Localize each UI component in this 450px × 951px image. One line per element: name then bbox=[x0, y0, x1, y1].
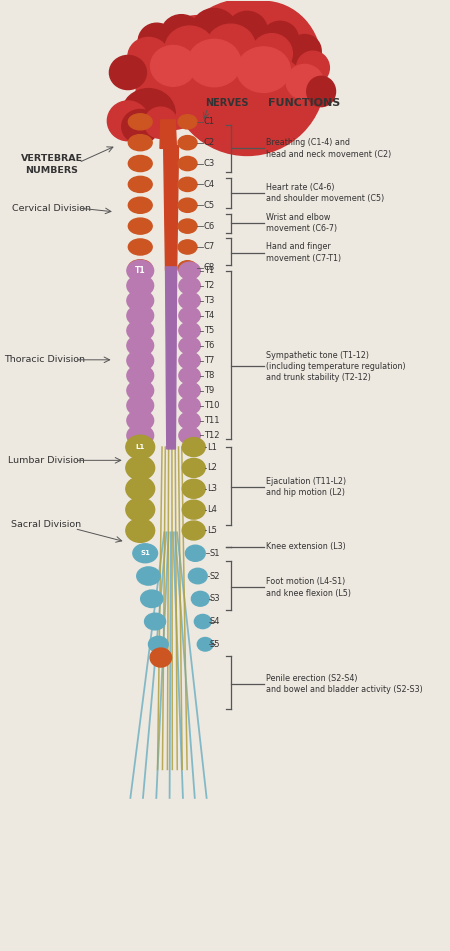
Ellipse shape bbox=[251, 33, 292, 73]
Ellipse shape bbox=[126, 518, 155, 542]
Ellipse shape bbox=[127, 305, 153, 326]
Ellipse shape bbox=[127, 335, 153, 356]
Ellipse shape bbox=[178, 115, 197, 129]
Ellipse shape bbox=[127, 275, 153, 296]
Ellipse shape bbox=[109, 55, 146, 89]
Ellipse shape bbox=[141, 590, 163, 608]
Ellipse shape bbox=[194, 614, 211, 629]
Ellipse shape bbox=[191, 592, 209, 606]
Ellipse shape bbox=[128, 176, 152, 192]
Polygon shape bbox=[160, 120, 176, 148]
Text: T7: T7 bbox=[203, 356, 214, 365]
Text: T12: T12 bbox=[203, 431, 219, 440]
Ellipse shape bbox=[144, 613, 166, 630]
Text: C5: C5 bbox=[203, 201, 215, 210]
Text: L5: L5 bbox=[207, 526, 217, 535]
Text: S3: S3 bbox=[210, 594, 220, 603]
Ellipse shape bbox=[197, 637, 213, 651]
Ellipse shape bbox=[237, 47, 290, 92]
Ellipse shape bbox=[206, 1, 321, 125]
Ellipse shape bbox=[136, 44, 210, 129]
Ellipse shape bbox=[127, 410, 153, 431]
Text: Thoracic Division: Thoracic Division bbox=[4, 356, 86, 364]
Ellipse shape bbox=[189, 569, 207, 584]
Text: C2: C2 bbox=[203, 138, 215, 147]
Ellipse shape bbox=[128, 239, 152, 255]
Ellipse shape bbox=[122, 109, 159, 144]
Ellipse shape bbox=[165, 26, 214, 71]
Text: NERVES: NERVES bbox=[205, 98, 249, 107]
Ellipse shape bbox=[227, 11, 268, 52]
Ellipse shape bbox=[239, 34, 321, 129]
Text: Ejaculation (T11-L2)
and hip motion (L2): Ejaculation (T11-L2) and hip motion (L2) bbox=[266, 476, 346, 497]
Text: C4: C4 bbox=[203, 180, 215, 189]
Ellipse shape bbox=[179, 337, 200, 354]
Ellipse shape bbox=[179, 382, 200, 399]
Text: L3: L3 bbox=[207, 484, 217, 494]
Text: C7: C7 bbox=[203, 243, 215, 251]
Ellipse shape bbox=[138, 23, 175, 59]
Polygon shape bbox=[164, 146, 179, 271]
Ellipse shape bbox=[126, 436, 155, 459]
Ellipse shape bbox=[179, 322, 200, 340]
Ellipse shape bbox=[127, 425, 153, 446]
Ellipse shape bbox=[126, 456, 155, 479]
Text: T6: T6 bbox=[203, 341, 214, 350]
Ellipse shape bbox=[151, 46, 196, 87]
Text: T4: T4 bbox=[203, 311, 214, 320]
Ellipse shape bbox=[128, 37, 169, 75]
Ellipse shape bbox=[178, 156, 197, 170]
Ellipse shape bbox=[126, 497, 155, 521]
Ellipse shape bbox=[127, 350, 153, 371]
Text: T5: T5 bbox=[203, 326, 214, 335]
Text: Penile erection (S2-S4)
and bowel and bladder activity (S2-S3): Penile erection (S2-S4) and bowel and bl… bbox=[266, 674, 423, 694]
Ellipse shape bbox=[179, 262, 200, 280]
Text: L1: L1 bbox=[135, 444, 145, 450]
Text: L2: L2 bbox=[207, 463, 217, 473]
Ellipse shape bbox=[178, 240, 197, 254]
Text: T10: T10 bbox=[203, 401, 219, 410]
Text: T1: T1 bbox=[203, 266, 214, 275]
Ellipse shape bbox=[179, 277, 200, 294]
Ellipse shape bbox=[128, 197, 152, 213]
Ellipse shape bbox=[179, 307, 200, 324]
Ellipse shape bbox=[178, 219, 197, 233]
Ellipse shape bbox=[179, 427, 200, 444]
Text: S1: S1 bbox=[210, 549, 220, 557]
Text: Lumbar Division: Lumbar Division bbox=[8, 456, 85, 465]
Ellipse shape bbox=[178, 198, 197, 212]
Text: T9: T9 bbox=[203, 386, 214, 395]
Ellipse shape bbox=[150, 648, 171, 667]
Text: FUNCTIONS: FUNCTIONS bbox=[268, 98, 340, 107]
Ellipse shape bbox=[288, 34, 321, 67]
Text: Wrist and elbow
movement (C6-7): Wrist and elbow movement (C6-7) bbox=[266, 213, 337, 234]
Text: S5: S5 bbox=[210, 640, 220, 649]
Text: VERTEBRAE
NUMBERS: VERTEBRAE NUMBERS bbox=[21, 154, 83, 175]
Ellipse shape bbox=[206, 24, 255, 69]
Ellipse shape bbox=[178, 177, 197, 191]
Ellipse shape bbox=[182, 500, 205, 519]
Ellipse shape bbox=[108, 101, 148, 141]
Ellipse shape bbox=[126, 476, 155, 500]
Ellipse shape bbox=[128, 218, 152, 234]
Ellipse shape bbox=[307, 76, 336, 107]
Text: T11: T11 bbox=[203, 416, 219, 425]
Ellipse shape bbox=[127, 320, 153, 341]
Ellipse shape bbox=[179, 397, 200, 414]
Ellipse shape bbox=[127, 365, 153, 386]
Ellipse shape bbox=[127, 395, 153, 416]
Text: Sacral Division: Sacral Division bbox=[11, 520, 81, 530]
Ellipse shape bbox=[179, 292, 200, 309]
Ellipse shape bbox=[169, 0, 325, 155]
Ellipse shape bbox=[128, 135, 152, 151]
Ellipse shape bbox=[144, 107, 177, 139]
Ellipse shape bbox=[178, 136, 197, 150]
Ellipse shape bbox=[182, 458, 205, 477]
Ellipse shape bbox=[179, 367, 200, 384]
Ellipse shape bbox=[297, 51, 329, 85]
Text: Knee extension (L3): Knee extension (L3) bbox=[266, 542, 346, 552]
Ellipse shape bbox=[286, 65, 323, 100]
Ellipse shape bbox=[188, 39, 241, 87]
Ellipse shape bbox=[127, 380, 153, 401]
Ellipse shape bbox=[127, 261, 153, 281]
